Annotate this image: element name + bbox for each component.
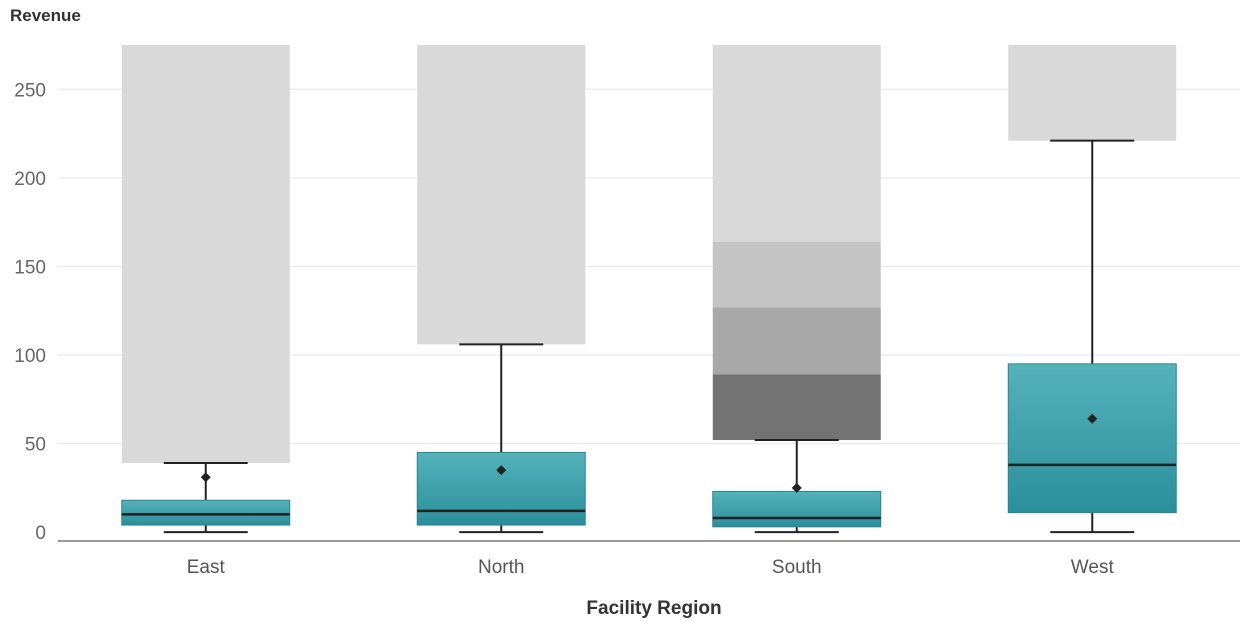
axis-layer: 0 50 100 150 200 250 East North South West [14,80,1240,578]
box-layer [121,139,1177,534]
outlier-band [712,307,881,375]
outlier-band [712,374,881,441]
mean-marker [496,465,507,476]
x-tick-label: North [478,557,524,578]
outlier-band [417,45,586,345]
outlier-band [121,45,290,464]
mean-marker [1087,413,1098,424]
y-tick-label: 100 [14,346,46,367]
x-axis-label: Facility Region [586,598,721,619]
y-axis-label: Revenue [10,6,81,25]
x-tick-label: East [187,557,226,578]
outlier-band-layer [121,45,1177,464]
mean-marker [791,482,802,493]
y-tick-label: 0 [35,523,46,544]
y-tick-label: 200 [14,169,46,190]
box-iqr [121,499,291,526]
y-tick-label: 250 [14,80,46,101]
box-iqr [416,451,586,526]
box-iqr [712,490,882,528]
x-tick-label: West [1071,557,1115,578]
mean-marker [200,472,211,483]
x-tick-label: South [772,557,822,578]
outlier-band [712,45,881,242]
box-iqr [1007,363,1177,514]
y-tick-label: 50 [25,435,46,456]
outlier-band [1008,45,1177,141]
y-tick-label: 150 [14,257,46,278]
outlier-band [712,241,881,308]
